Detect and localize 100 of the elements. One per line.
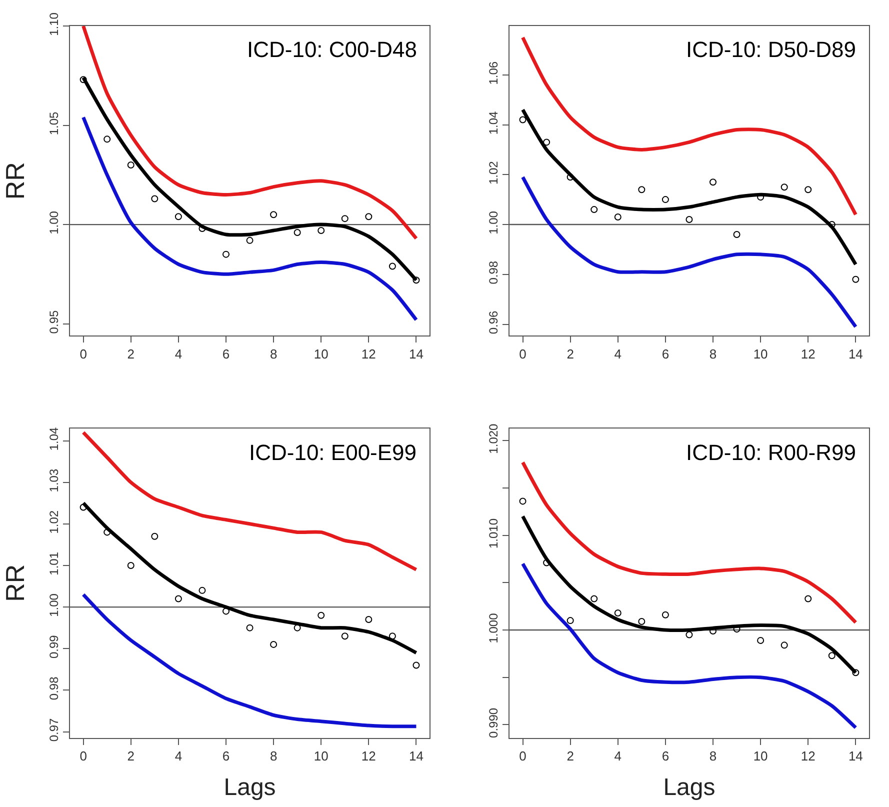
x-tick-label: 14 [848,346,863,362]
point [780,642,788,649]
text: ICD-10: D50-D89 [686,37,856,62]
point [174,213,182,220]
point [270,640,278,648]
point [294,228,301,236]
x-tick-label: 10 [753,748,768,764]
y-tick-label: 1.02 [486,160,501,185]
x-tick-label: 0 [80,346,87,362]
point [151,195,158,202]
x-tick-label: 4 [614,346,622,362]
x-tick-label: 12 [800,748,816,764]
point [104,528,111,536]
x-tick-label: 2 [127,748,134,764]
point [519,116,526,124]
point [543,138,550,146]
point [365,616,372,624]
x-tick-label: 2 [566,346,574,362]
y-tick-label: 0.98 [486,260,501,284]
x-tick-label: 6 [222,748,230,764]
y-axis-title: RR [0,162,30,200]
point [710,178,716,186]
x-tick-label: 8 [270,748,278,764]
point [388,262,396,270]
x-tick-label: 6 [222,346,230,362]
text: ICD-10: C00-D48 [247,37,417,62]
point [804,186,812,194]
y-tick-label: 1.02 [47,510,62,534]
x-tick-label: 2 [566,748,574,764]
x-tick-label: 12 [361,748,376,764]
x-tick-label: 8 [270,346,278,362]
point [614,609,622,616]
y-tick-label: 0.97 [47,718,62,742]
y-tick-label: 0.95 [47,310,62,334]
y-tick-label: 0.96 [486,310,501,334]
point [519,498,526,505]
point [638,618,646,625]
line-series [521,175,858,328]
x-tick-label: 0 [519,346,526,362]
point [804,595,812,602]
point [222,250,230,258]
x-tick-label: 8 [709,346,717,362]
point [828,221,836,228]
y-tick-label: 1.04 [47,426,62,451]
point [566,174,574,181]
x-tick-label: 10 [753,346,768,362]
point [246,624,254,632]
point [174,595,182,602]
x-tick-label: 4 [174,748,182,764]
point [412,276,420,284]
x-tick-label: 12 [800,346,816,362]
x-tick-label: 10 [314,346,328,362]
point [614,214,622,221]
x-tick-label: 14 [408,748,424,764]
y-tick-label: 1.000 [486,612,501,644]
y-tick-label: 1.04 [486,110,501,135]
point [543,559,550,566]
line-series [521,460,858,624]
point [590,595,598,602]
point [852,276,860,283]
y-tick-label: 0.98 [47,676,62,700]
point [365,213,372,220]
x-tick-label: 14 [408,346,424,362]
x-tick-label: 4 [614,748,622,764]
y-tick-label: 1.00 [47,593,62,617]
x-tick-label: 4 [174,346,182,362]
y-tick-label: 1.010 [486,518,501,549]
point [780,184,788,191]
y-tick-label: 1.020 [486,423,501,454]
point [852,669,860,676]
point [757,636,764,644]
line-series [82,116,418,322]
y-tick-label: 0.990 [486,708,501,738]
point [662,196,669,204]
point [686,631,693,638]
x-tick-label: 6 [662,748,670,764]
point [638,186,646,194]
point [566,617,574,624]
point [127,562,134,569]
y-tick-label: 1.05 [47,111,62,136]
y-axis-title: RR [0,564,30,602]
y-tick-label: 1.00 [486,210,501,234]
point [104,136,111,143]
point [686,216,693,224]
y-tick-label: 1.06 [486,61,501,85]
line-series [521,36,858,216]
y-tick-label: 1.00 [47,210,62,234]
point [318,226,325,234]
point [733,230,740,238]
text: ICD-10: E00-E99 [249,440,417,465]
x-tick-label: 2 [127,346,134,362]
point [318,612,325,619]
point [341,632,348,640]
line-series [521,562,858,730]
y-tick-label: 1.10 [47,12,62,36]
point [198,225,206,232]
point [80,504,87,511]
y-tick-label: 1.01 [47,552,62,576]
point [80,76,87,84]
point [662,611,669,618]
